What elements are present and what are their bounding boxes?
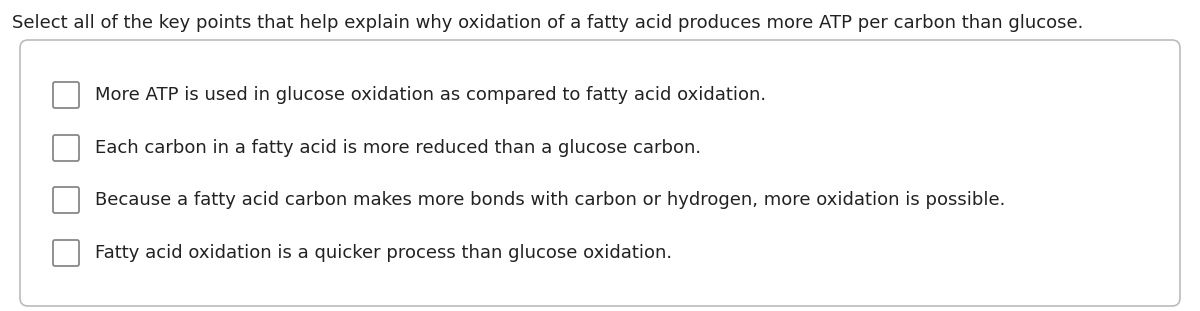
FancyBboxPatch shape [53, 240, 79, 266]
Text: Because a fatty acid carbon makes more bonds with carbon or hydrogen, more oxida: Because a fatty acid carbon makes more b… [95, 191, 1006, 209]
FancyBboxPatch shape [20, 40, 1180, 306]
Text: More ATP is used in glucose oxidation as compared to fatty acid oxidation.: More ATP is used in glucose oxidation as… [95, 86, 766, 104]
FancyBboxPatch shape [53, 187, 79, 213]
Text: Select all of the key points that help explain why oxidation of a fatty acid pro: Select all of the key points that help e… [12, 14, 1084, 32]
FancyBboxPatch shape [53, 82, 79, 108]
Text: Each carbon in a fatty acid is more reduced than a glucose carbon.: Each carbon in a fatty acid is more redu… [95, 139, 701, 157]
FancyBboxPatch shape [53, 135, 79, 161]
Text: Fatty acid oxidation is a quicker process than glucose oxidation.: Fatty acid oxidation is a quicker proces… [95, 244, 672, 262]
